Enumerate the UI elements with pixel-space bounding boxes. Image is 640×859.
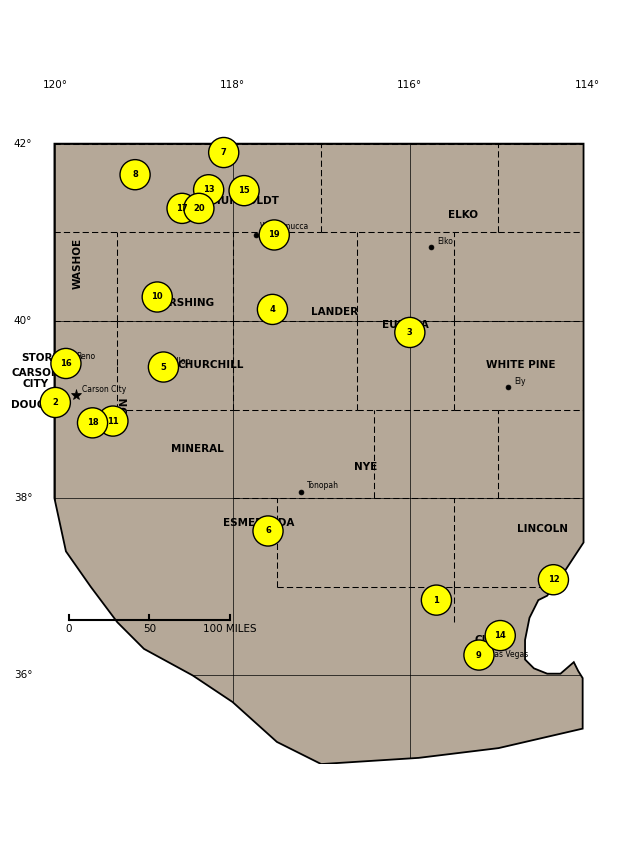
Circle shape (229, 175, 259, 205)
Text: Elko: Elko (437, 236, 453, 246)
Text: Tonopah: Tonopah (307, 481, 339, 490)
Text: 4: 4 (269, 305, 275, 314)
Circle shape (253, 516, 283, 546)
Text: NYE: NYE (354, 462, 377, 472)
Circle shape (167, 193, 197, 223)
Circle shape (51, 349, 81, 379)
Circle shape (259, 220, 289, 250)
Text: 14: 14 (494, 631, 506, 640)
Text: 2: 2 (52, 398, 58, 407)
Text: ELKO: ELKO (448, 210, 478, 220)
Circle shape (193, 174, 224, 204)
Text: WASHOE: WASHOE (72, 238, 83, 289)
Text: 6: 6 (265, 527, 271, 535)
Text: 5: 5 (161, 362, 166, 371)
Text: 116°: 116° (397, 81, 422, 90)
Text: Fallon: Fallon (168, 357, 190, 366)
Text: EUREKA: EUREKA (382, 320, 429, 331)
Text: 1: 1 (433, 595, 439, 605)
Circle shape (148, 352, 179, 382)
Text: 100 MILES: 100 MILES (203, 624, 257, 634)
Text: 19: 19 (268, 230, 280, 240)
Text: DOUGLAS: DOUGLAS (11, 400, 68, 410)
Text: 38°: 38° (13, 493, 32, 503)
Text: 9: 9 (476, 650, 482, 660)
Text: Carson City: Carson City (82, 385, 126, 393)
Text: LINCOLN: LINCOLN (517, 524, 568, 534)
Text: 17: 17 (176, 204, 188, 213)
Text: MINERAL: MINERAL (171, 444, 223, 454)
Text: 118°: 118° (220, 81, 245, 90)
Text: CARSON
CITY: CARSON CITY (12, 369, 60, 389)
Text: 12: 12 (548, 576, 559, 584)
Polygon shape (54, 143, 584, 764)
Text: 3: 3 (407, 328, 413, 337)
Text: 16: 16 (60, 359, 72, 368)
Text: LYON: LYON (120, 397, 129, 426)
Circle shape (464, 640, 494, 670)
Circle shape (485, 620, 515, 650)
Circle shape (257, 295, 287, 325)
Text: 18: 18 (87, 418, 99, 428)
Circle shape (538, 564, 568, 594)
Text: Winnemucca: Winnemucca (260, 222, 309, 231)
Circle shape (395, 317, 425, 348)
Text: PERSHING: PERSHING (154, 298, 214, 308)
Text: 40°: 40° (13, 316, 32, 326)
Text: CLARK: CLARK (475, 635, 513, 645)
Text: 114°: 114° (575, 81, 600, 90)
Text: CHURCHILL: CHURCHILL (177, 360, 244, 370)
Text: 7: 7 (221, 148, 227, 157)
Text: 13: 13 (203, 186, 214, 194)
Circle shape (77, 408, 108, 438)
Text: Ely: Ely (515, 376, 526, 386)
Text: STOREY: STOREY (22, 353, 68, 363)
Text: 15: 15 (238, 186, 250, 195)
Text: 50: 50 (143, 624, 156, 634)
Text: 120°: 120° (43, 81, 68, 90)
Circle shape (209, 137, 239, 168)
Circle shape (184, 193, 214, 223)
Circle shape (98, 406, 128, 436)
Text: Las Vegas: Las Vegas (490, 649, 529, 659)
Text: 42°: 42° (13, 138, 32, 149)
Text: WHITE PINE: WHITE PINE (486, 360, 556, 370)
Text: 0: 0 (65, 624, 72, 634)
Text: Reno: Reno (77, 352, 96, 361)
Circle shape (421, 585, 451, 615)
Text: 10: 10 (152, 293, 163, 302)
Circle shape (142, 282, 172, 312)
Text: LANDER: LANDER (311, 307, 358, 317)
Text: 20: 20 (193, 204, 205, 213)
Text: 36°: 36° (13, 670, 32, 680)
Text: 8: 8 (132, 170, 138, 180)
Text: ESMERALDA: ESMERALDA (223, 518, 295, 528)
Text: HUMBOLDT: HUMBOLDT (212, 196, 279, 206)
Circle shape (40, 387, 70, 417)
Circle shape (120, 160, 150, 190)
Text: 11: 11 (107, 417, 119, 425)
